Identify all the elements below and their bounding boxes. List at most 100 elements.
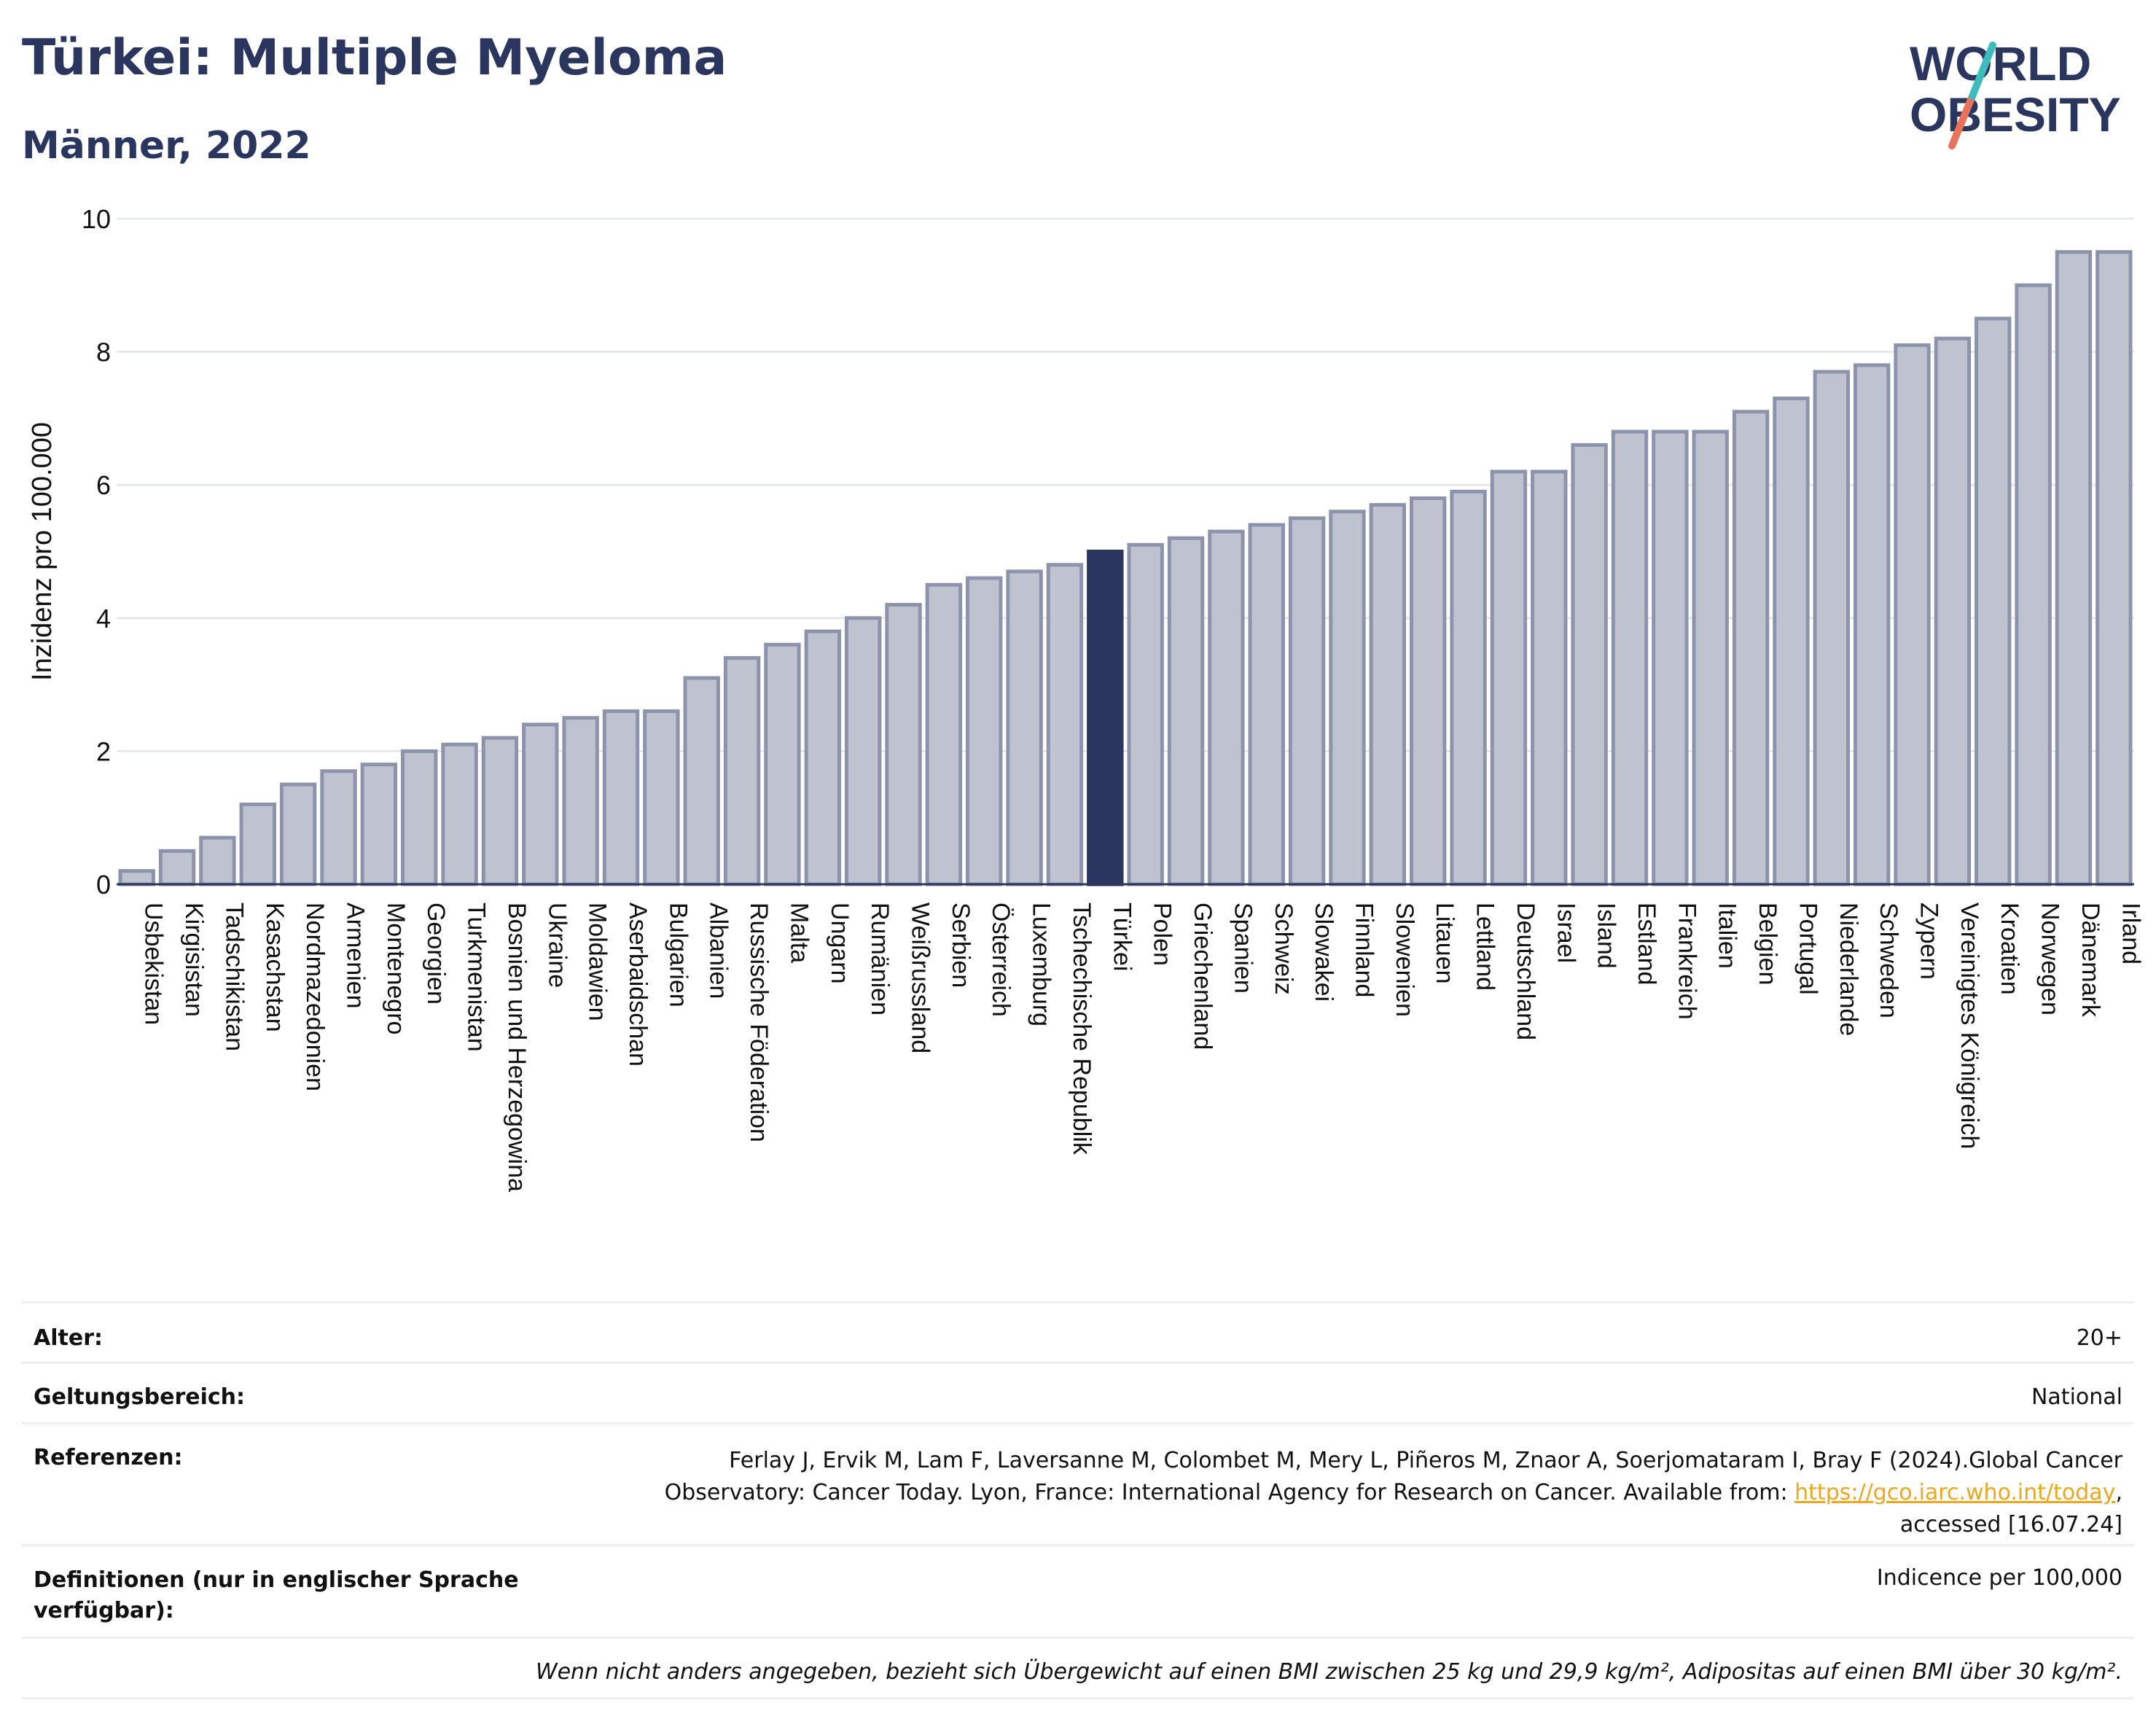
- bar: [441, 742, 478, 886]
- bars: [118, 250, 2133, 886]
- bar: [1127, 542, 1164, 886]
- bar: [1894, 343, 1931, 886]
- x-tick-label: Griechenland: [1189, 902, 1216, 1050]
- y-tick-label: 2: [96, 736, 111, 766]
- references-line1: Ferlay J, Ervik M, Lam F, Laversanne M, …: [729, 1448, 2122, 1473]
- x-tick-label: Österreich: [987, 902, 1015, 1017]
- bar: [360, 763, 398, 886]
- bar: [1813, 370, 1850, 886]
- x-tick-label: Montenegro: [382, 902, 410, 1034]
- x-tick-label: Niederlande: [1835, 902, 1862, 1036]
- y-axis-ticks: 0 2 4 6 8 10: [82, 204, 111, 900]
- row-age: Alter: 20+: [22, 1301, 2134, 1362]
- x-tick-label: Litauen: [1431, 902, 1458, 984]
- x-tick-label: Georgien: [422, 902, 450, 1005]
- footnote: Wenn nicht anders angegeben, bezieht sic…: [535, 1659, 2122, 1685]
- row-scope: Geltungsbereich: National: [22, 1362, 2134, 1422]
- x-tick-label: Vereinigtes Königreich: [1956, 902, 1983, 1149]
- bar: [602, 709, 640, 886]
- x-tick-label: Portugal: [1794, 902, 1821, 995]
- x-tick-label: Finnland: [1350, 902, 1378, 997]
- x-tick-label: Spanien: [1229, 902, 1257, 994]
- x-tick-label: Serbien: [947, 902, 975, 988]
- bar: [643, 709, 680, 886]
- scope-label: Geltungsbereich:: [34, 1384, 246, 1410]
- bar: [764, 642, 801, 886]
- x-tick-label: Norwegen: [2036, 902, 2064, 1015]
- bar: [1853, 363, 1891, 886]
- x-tick-label: Kasachstan: [261, 902, 289, 1032]
- bar: [966, 576, 1003, 886]
- bar: [1934, 336, 1972, 886]
- x-tick-label: Russische Föderation: [745, 902, 773, 1142]
- bar: [723, 656, 761, 886]
- bar: [522, 722, 559, 886]
- x-tick-label: Estland: [1633, 902, 1660, 985]
- bar: [1975, 316, 2012, 886]
- x-tick-label: Aserbaidschan: [624, 902, 652, 1067]
- page-title: Türkei: Multiple Myeloma: [22, 29, 727, 87]
- y-tick-label: 8: [96, 338, 111, 367]
- y-tick-label: 0: [96, 870, 111, 900]
- x-tick-label: Bosnien und Herzegowina: [503, 902, 531, 1192]
- references-value: Ferlay J, Ervik M, Lam F, Laversanne M, …: [665, 1445, 2122, 1541]
- bar: [279, 782, 317, 886]
- bar: [2096, 250, 2133, 886]
- bar: [804, 629, 841, 886]
- age-value: 20+: [2076, 1325, 2122, 1351]
- bar: [1490, 469, 1528, 886]
- x-tick-label: Ukraine: [543, 902, 571, 988]
- bar: [562, 716, 599, 886]
- x-tick-label: Schweiz: [1270, 902, 1297, 995]
- x-tick-label: Moldawien: [584, 902, 612, 1021]
- bar: [1046, 563, 1084, 886]
- bar: [1167, 536, 1205, 886]
- x-tick-label: Irland: [2117, 902, 2144, 964]
- x-tick-label: Kirgisistan: [180, 902, 208, 1017]
- bar: [1410, 496, 1447, 886]
- bar: [844, 616, 882, 886]
- bar: [1369, 503, 1407, 886]
- bar-chart: 0 2 4 6 8 10 Usbekistan Kirgisistan Tadschikist…: [27, 204, 2144, 1192]
- metadata-table: Alter: 20+ Geltungsbereich: National Ref…: [22, 1301, 2134, 1706]
- x-tick-label: Armenien: [341, 902, 369, 1009]
- bar: [1329, 510, 1366, 886]
- x-tick-label: Schweden: [1875, 902, 1902, 1018]
- bar: [118, 869, 155, 886]
- y-tick-label: 6: [96, 470, 111, 500]
- scope-value: National: [2031, 1384, 2122, 1410]
- definitions-value: Indicence per 100,000: [1876, 1565, 2122, 1591]
- bar: [320, 769, 357, 886]
- bar: [925, 582, 963, 886]
- references-link[interactable]: https://gco.iarc.who.int/today: [1794, 1480, 2116, 1505]
- y-axis-label: Inzidenz pro 100.000: [27, 422, 58, 681]
- x-tick-label: Nordmazedonien: [301, 902, 329, 1091]
- bar: [2015, 283, 2052, 886]
- definitions-label: Definitionen (nur in englischer Sprache …: [34, 1567, 519, 1623]
- bar: [683, 676, 720, 886]
- row-references: Referenzen: Ferlay J, Ervik M, Lam F, La…: [22, 1422, 2134, 1544]
- x-tick-label: Frankreich: [1673, 902, 1700, 1020]
- x-tick-label: Kroatien: [1996, 902, 2023, 995]
- references-line2: Observatory: Cancer Today. Lyon, France:…: [664, 1480, 2122, 1505]
- x-tick-label: Island: [1593, 902, 1620, 969]
- x-tick-label: Israel: [1552, 902, 1579, 963]
- x-tick-label: Deutschland: [1512, 902, 1539, 1040]
- x-tick-label: Tschechische Republik: [1068, 902, 1095, 1155]
- bar: [158, 849, 196, 886]
- bar: [1006, 569, 1043, 886]
- x-tick-label: Turkmenistan: [463, 902, 491, 1052]
- bar: [1611, 429, 1649, 886]
- bar: [1248, 523, 1285, 886]
- bar: [1692, 429, 1729, 886]
- x-tick-label: Albanien: [705, 902, 733, 999]
- x-tick-label: Luxemburg: [1028, 902, 1055, 1026]
- page-subtitle: Männer, 2022: [22, 124, 311, 168]
- bar: [1531, 469, 1568, 886]
- x-tick-label: Bulgarien: [664, 902, 692, 1007]
- row-note: Wenn nicht anders angegeben, bezieht sic…: [22, 1637, 2134, 1699]
- bar: [1652, 429, 1689, 886]
- x-tick-label: Lettland: [1472, 902, 1499, 991]
- y-tick-label: 4: [96, 604, 111, 633]
- x-tick-label: Usbekistan: [140, 902, 168, 1025]
